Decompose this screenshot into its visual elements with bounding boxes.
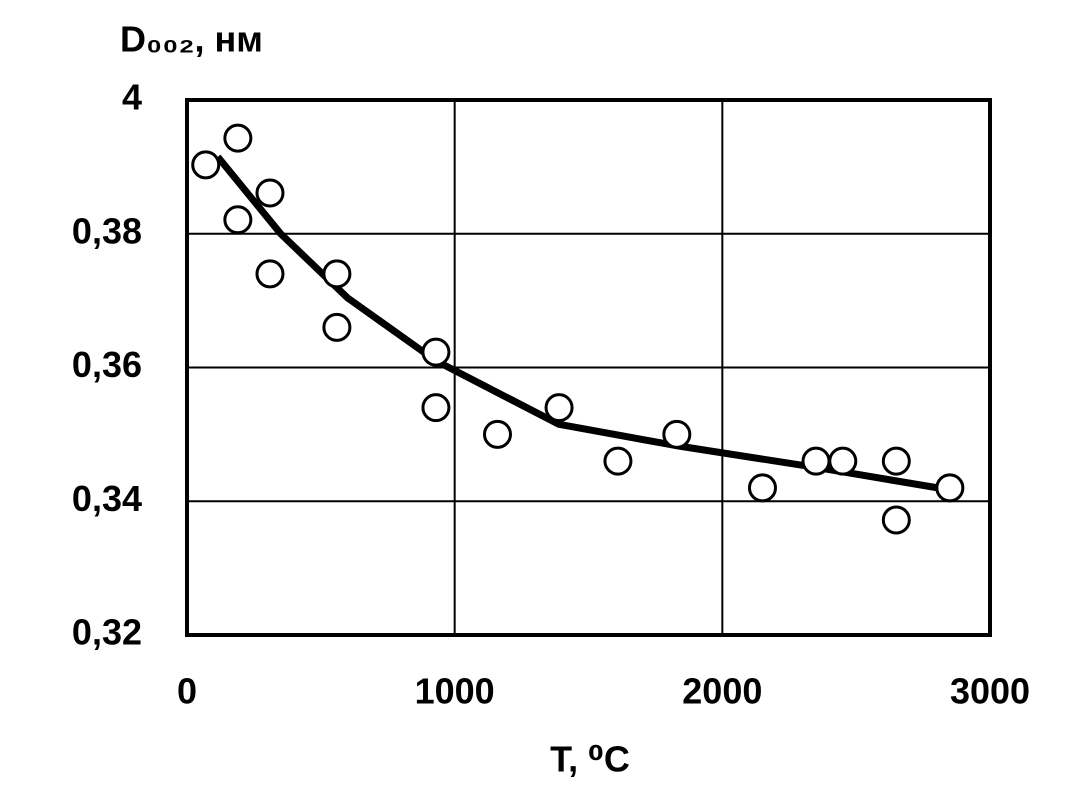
x-tick-label: 0	[177, 671, 197, 712]
data-point	[828, 446, 858, 476]
data-point	[421, 337, 451, 367]
y-tick-label: 0,38	[72, 210, 142, 251]
y-tick-label: 0,36	[72, 344, 142, 385]
y-tick-label: 0,34	[72, 478, 142, 519]
x-axis-label: T, ⁰C	[550, 739, 630, 780]
x-tick-label: 3000	[950, 671, 1030, 712]
y-tick-label: 0,32	[72, 612, 142, 653]
data-point	[223, 205, 253, 235]
data-point	[662, 419, 692, 449]
data-point	[223, 123, 253, 153]
data-point	[421, 393, 451, 423]
y-tick-label: 4	[122, 77, 142, 118]
data-point	[881, 505, 911, 535]
data-point	[322, 312, 352, 342]
data-point	[603, 446, 633, 476]
data-point	[801, 446, 831, 476]
data-point	[255, 259, 285, 289]
fit-line	[215, 154, 951, 494]
data-point	[935, 473, 965, 503]
plot-frame	[185, 98, 992, 637]
data-point	[322, 259, 352, 289]
data-point	[881, 446, 911, 476]
data-point	[482, 419, 512, 449]
x-tick-label: 2000	[682, 671, 762, 712]
data-point	[191, 150, 221, 180]
data-point	[544, 393, 574, 423]
data-point	[747, 473, 777, 503]
x-tick-label: 1000	[415, 671, 495, 712]
data-point	[255, 178, 285, 208]
y-axis-label: D₀₀₂, нм	[120, 19, 263, 60]
